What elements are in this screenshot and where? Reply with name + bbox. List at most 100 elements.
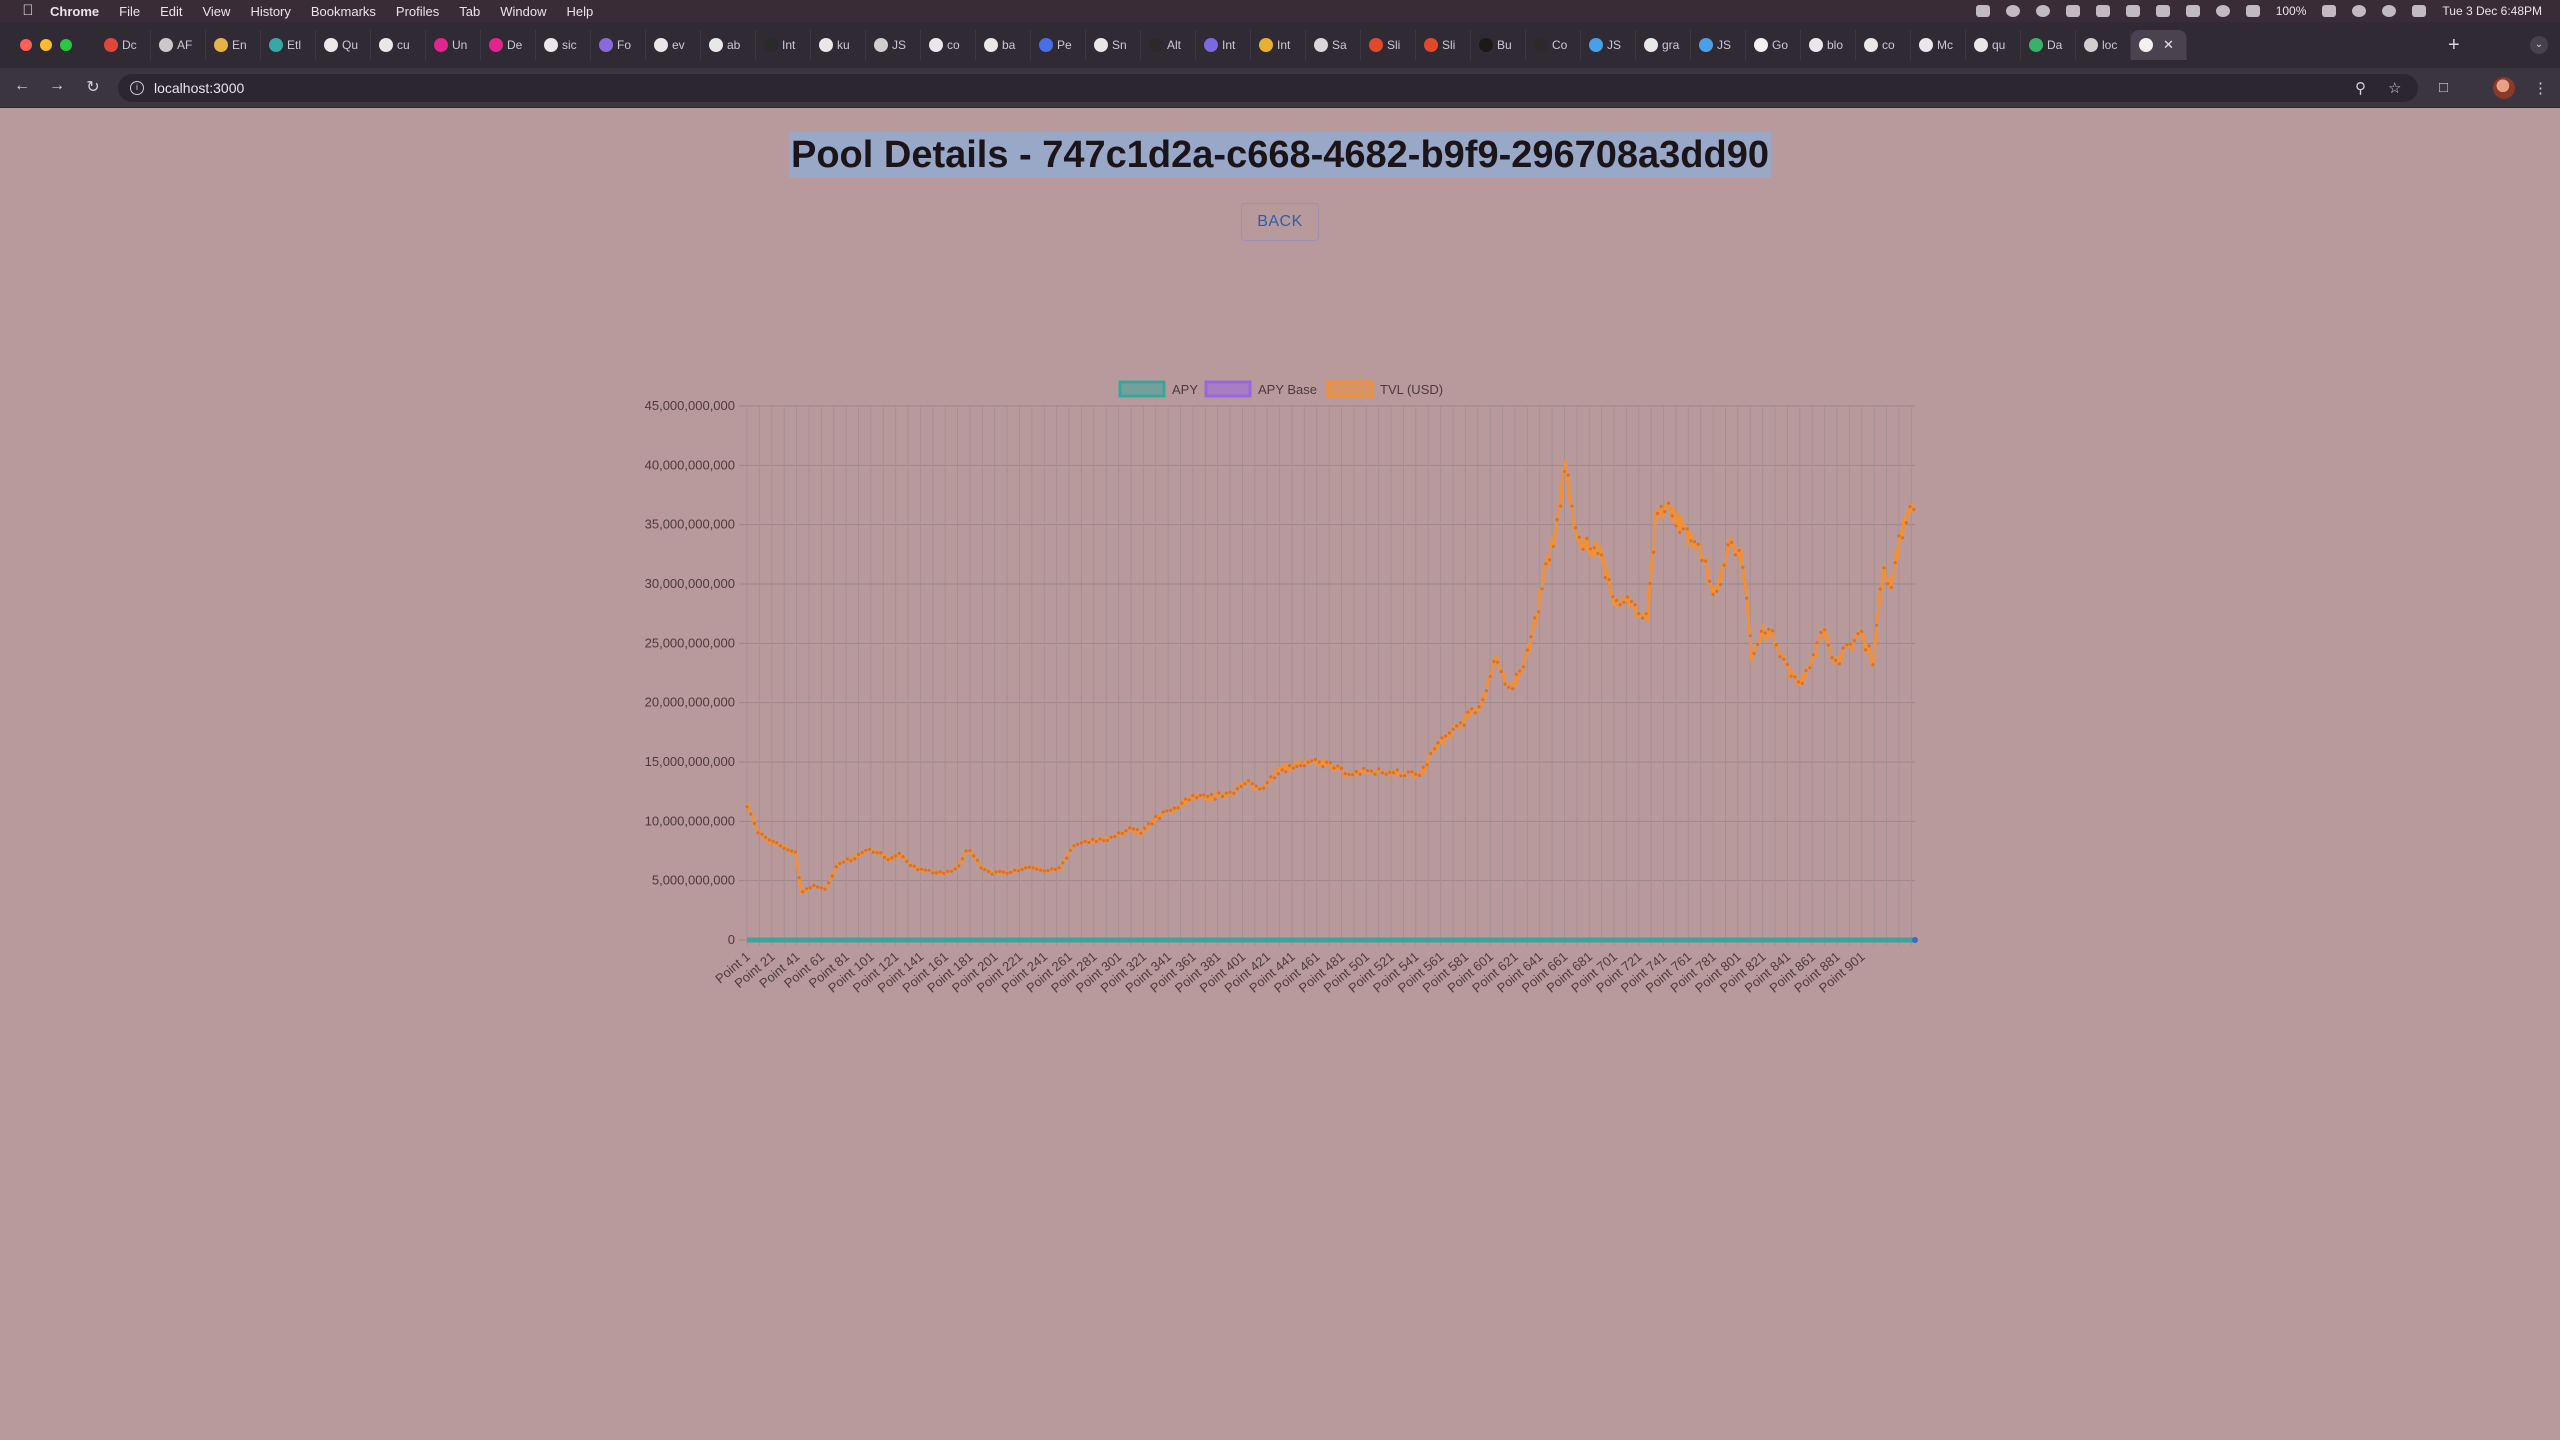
apple-icon[interactable]:  — [20, 3, 36, 19]
data-point-tvl — [1332, 766, 1336, 770]
data-point-tvl — [1715, 589, 1719, 593]
browser-tab[interactable]: De — [481, 30, 536, 60]
browser-tab[interactable]: co — [921, 30, 976, 60]
tab-label: qu — [1992, 38, 2006, 52]
menubar-clock[interactable]: Tue 3 Dec 6:48PM — [2442, 4, 2542, 18]
browser-tab[interactable]: AF — [151, 30, 206, 60]
menu-bookmarks[interactable]: Bookmarks — [310, 3, 376, 19]
zoom-icon[interactable]: ⚲ — [2355, 80, 2366, 97]
window-zoom-button[interactable] — [60, 39, 72, 51]
browser-tab[interactable]: ku — [811, 30, 866, 60]
browser-tab[interactable]: Mc — [1911, 30, 1966, 60]
window-close-button[interactable] — [20, 39, 32, 51]
menu-view[interactable]: View — [202, 3, 231, 19]
data-point-tvl — [1354, 770, 1358, 774]
browser-tab[interactable]: Int — [1251, 30, 1306, 60]
menu-app-name[interactable]: Chrome — [50, 3, 100, 19]
tab-favicon-icon — [1534, 38, 1548, 52]
browser-tab[interactable]: blo — [1801, 30, 1856, 60]
reload-icon[interactable]: ↻ — [86, 79, 100, 96]
window-minimize-button[interactable] — [40, 39, 52, 51]
forward-arrow-icon[interactable]: → — [49, 77, 65, 94]
tab-label: Sn — [1112, 38, 1127, 52]
data-point-tvl — [1224, 791, 1228, 795]
address-bar[interactable]: i localhost:3000 — [118, 74, 2418, 102]
browser-tab[interactable]: Alt — [1141, 30, 1196, 60]
data-point-tvl — [1001, 870, 1005, 874]
browser-tab[interactable]: loc — [2076, 30, 2131, 60]
browser-tab[interactable]: Qu — [316, 30, 371, 60]
browser-tab[interactable]: cu — [371, 30, 426, 60]
browser-tab-active[interactable]: ✕ — [2131, 30, 2187, 60]
menu-edit[interactable]: Edit — [160, 3, 183, 19]
camera-icon[interactable] — [1975, 5, 1990, 17]
browser-tab[interactable]: Sli — [1416, 30, 1471, 60]
browser-tab[interactable]: ab — [701, 30, 756, 60]
tab-favicon-icon — [324, 38, 338, 52]
data-point-tvl — [1797, 680, 1801, 684]
browser-tab[interactable]: gra — [1636, 30, 1691, 60]
browser-tab[interactable]: Go — [1746, 30, 1801, 60]
back-arrow-icon[interactable]: ← — [14, 77, 30, 94]
tab-label: Go — [1772, 38, 1789, 52]
chrome-menu-icon[interactable]: ⋮ — [2533, 80, 2548, 97]
browser-tab[interactable]: JS — [866, 30, 921, 60]
dots-icon[interactable] — [2185, 5, 2200, 17]
network-icon[interactable] — [2035, 5, 2050, 17]
menu-window[interactable]: Window — [500, 3, 547, 19]
display-icon[interactable] — [2125, 5, 2140, 17]
data-point-tvl — [790, 849, 794, 853]
browser-tab[interactable]: qu — [1966, 30, 2021, 60]
browser-tab[interactable]: Sn — [1086, 30, 1141, 60]
browser-tab[interactable]: Co — [1526, 30, 1581, 60]
menu-tab[interactable]: Tab — [459, 3, 481, 19]
browser-tab[interactable]: co — [1856, 30, 1911, 60]
menu-profiles[interactable]: Profiles — [395, 3, 440, 19]
browser-tab[interactable]: Da — [2021, 30, 2076, 60]
tab-search-icon[interactable]: ⌄ — [2530, 36, 2548, 54]
spotlight-search-icon[interactable] — [2382, 5, 2397, 17]
data-point-tvl — [1852, 639, 1856, 643]
wifi-icon[interactable] — [2352, 5, 2367, 17]
browser-tab[interactable]: Un — [426, 30, 481, 60]
browser-tab[interactable]: En — [206, 30, 261, 60]
browser-tab[interactable]: Dc — [96, 30, 151, 60]
data-point-tvl — [1135, 828, 1139, 832]
close-tab-icon[interactable]: ✕ — [2163, 37, 2174, 52]
menu-history[interactable]: History — [250, 3, 291, 19]
browser-tab[interactable]: Sa — [1306, 30, 1361, 60]
play-icon[interactable] — [2215, 5, 2230, 17]
browser-tab[interactable]: Int — [1196, 30, 1251, 60]
browser-tab[interactable]: Pe — [1031, 30, 1086, 60]
address-bar-url[interactable]: localhost:3000 — [154, 80, 245, 96]
site-info-icon[interactable]: i — [130, 81, 144, 95]
browser-tab[interactable]: Fo — [591, 30, 646, 60]
volume-icon[interactable] — [2095, 5, 2110, 17]
browser-tab[interactable]: ba — [976, 30, 1031, 60]
legend-swatch — [1326, 380, 1374, 398]
browser-tab[interactable]: Int — [756, 30, 811, 60]
extensions-icon[interactable]: □ — [2439, 79, 2449, 96]
browser-tab[interactable]: JS — [1581, 30, 1636, 60]
menu-file[interactable]: File — [119, 3, 141, 19]
browser-tab[interactable]: sic — [536, 30, 591, 60]
browser-tab[interactable]: Etl — [261, 30, 316, 60]
browser-tab[interactable]: Sli — [1361, 30, 1416, 60]
back-button[interactable]: BACK — [1241, 203, 1319, 241]
menu-help[interactable]: Help — [566, 3, 594, 19]
browser-tab[interactable]: Bu — [1471, 30, 1526, 60]
profile-avatar[interactable] — [2493, 77, 2515, 99]
bluetooth-icon[interactable] — [2155, 5, 2170, 17]
clipboard-icon[interactable] — [2245, 5, 2260, 17]
bookmark-star-icon[interactable]: ☆ — [2388, 80, 2402, 97]
browser-tab[interactable]: ev — [646, 30, 701, 60]
browser-tab[interactable]: JS — [1691, 30, 1746, 60]
extension-status-icon[interactable] — [2005, 5, 2020, 17]
control-center-icon[interactable] — [2412, 5, 2427, 17]
layers-icon[interactable] — [2065, 5, 2080, 17]
data-point-tvl — [1299, 764, 1303, 768]
new-tab-button[interactable]: + — [2448, 34, 2460, 56]
data-point-tvl — [1752, 652, 1756, 656]
battery-icon[interactable] — [2322, 5, 2337, 17]
chart-legend: APY APY Base TVL (USD) — [1118, 380, 1443, 398]
